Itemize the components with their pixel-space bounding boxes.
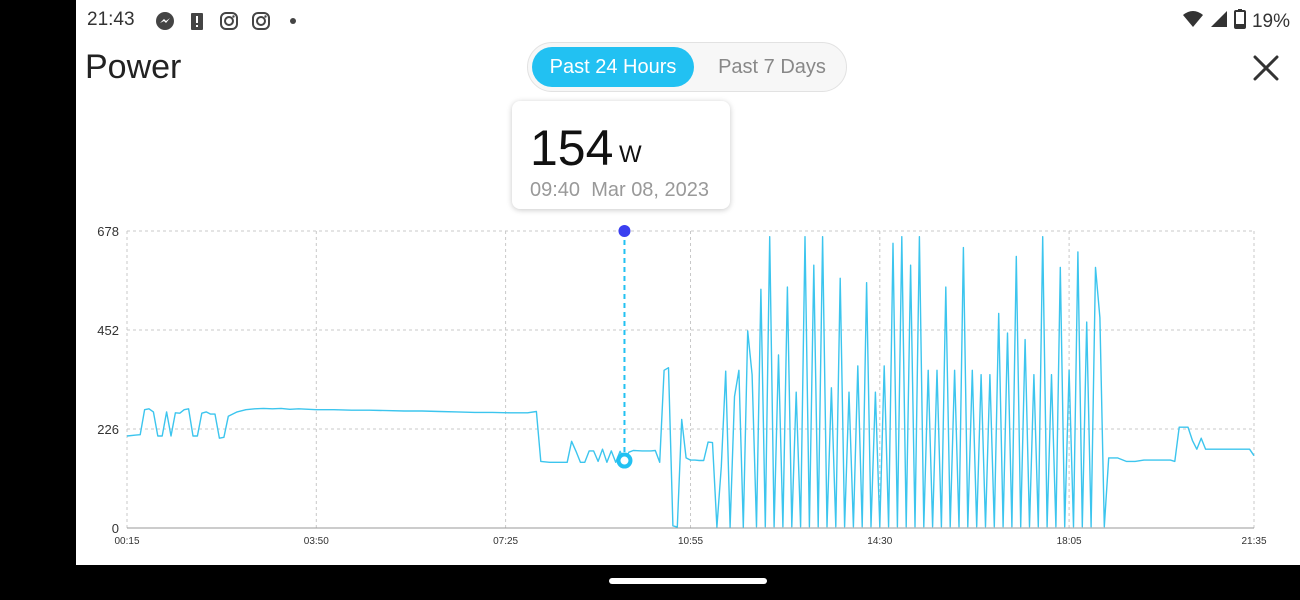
instagram-icon (250, 10, 272, 32)
close-icon (1253, 55, 1279, 81)
tooltip-value: 154 (530, 120, 614, 176)
home-indicator[interactable] (609, 578, 767, 584)
range-option-24-hours[interactable]: Past 24 Hours (532, 47, 694, 87)
x-tick-label: 03:50 (304, 536, 329, 547)
range-option-7-days[interactable]: Past 7 Days (718, 56, 826, 78)
y-tick-label: 678 (97, 224, 119, 239)
y-tick-label: 452 (97, 323, 119, 338)
x-tick-label: 21:35 (1241, 536, 1266, 547)
power-chart[interactable]: 678 452 226 000:15 03:50 07:25 10:55 14:30 18:05… (76, 210, 1300, 555)
power-series-line (126, 236, 1255, 528)
status-bar: 21:43 (76, 0, 1300, 40)
messenger-icon (154, 10, 176, 32)
selection-top-marker (618, 225, 631, 237)
signal-icon (1210, 10, 1228, 33)
battery-icon (1233, 9, 1246, 34)
battery-percent: 19% (1251, 10, 1290, 32)
x-tick-label: 18:05 (1057, 536, 1082, 547)
app-screen: 21:43 (76, 0, 1300, 565)
tooltip-unit: W (619, 141, 642, 168)
tooltip-datetime: 09:40 Mar 08, 2023 (530, 179, 709, 202)
x-tick-label: 10:55 (678, 536, 703, 547)
alert-icon (186, 10, 208, 32)
selection-point-marker (616, 452, 633, 469)
status-time: 21:43 (87, 9, 135, 30)
tooltip-date: Mar 08, 2023 (591, 179, 710, 201)
x-tick-label: 00:15 (114, 536, 139, 547)
wifi-icon (1182, 9, 1204, 34)
system-icons: 19% (1182, 9, 1290, 34)
x-tick-label: 14:30 (867, 536, 892, 547)
tooltip-time: 09:40 (530, 179, 581, 201)
notification-icons (154, 10, 304, 32)
y-tick-label: 226 (97, 422, 119, 437)
range-toggle: Past 24 Hours Past 7 Days (527, 42, 847, 92)
value-tooltip: 154 W 09:40 Mar 08, 2023 (512, 101, 730, 209)
x-tick-label: 07:25 (493, 536, 518, 547)
y-tick-label: 0 (112, 521, 119, 536)
instagram-icon (218, 10, 240, 32)
dot-icon (282, 10, 304, 32)
close-button[interactable] (1248, 50, 1284, 86)
page-title: Power (85, 48, 182, 86)
